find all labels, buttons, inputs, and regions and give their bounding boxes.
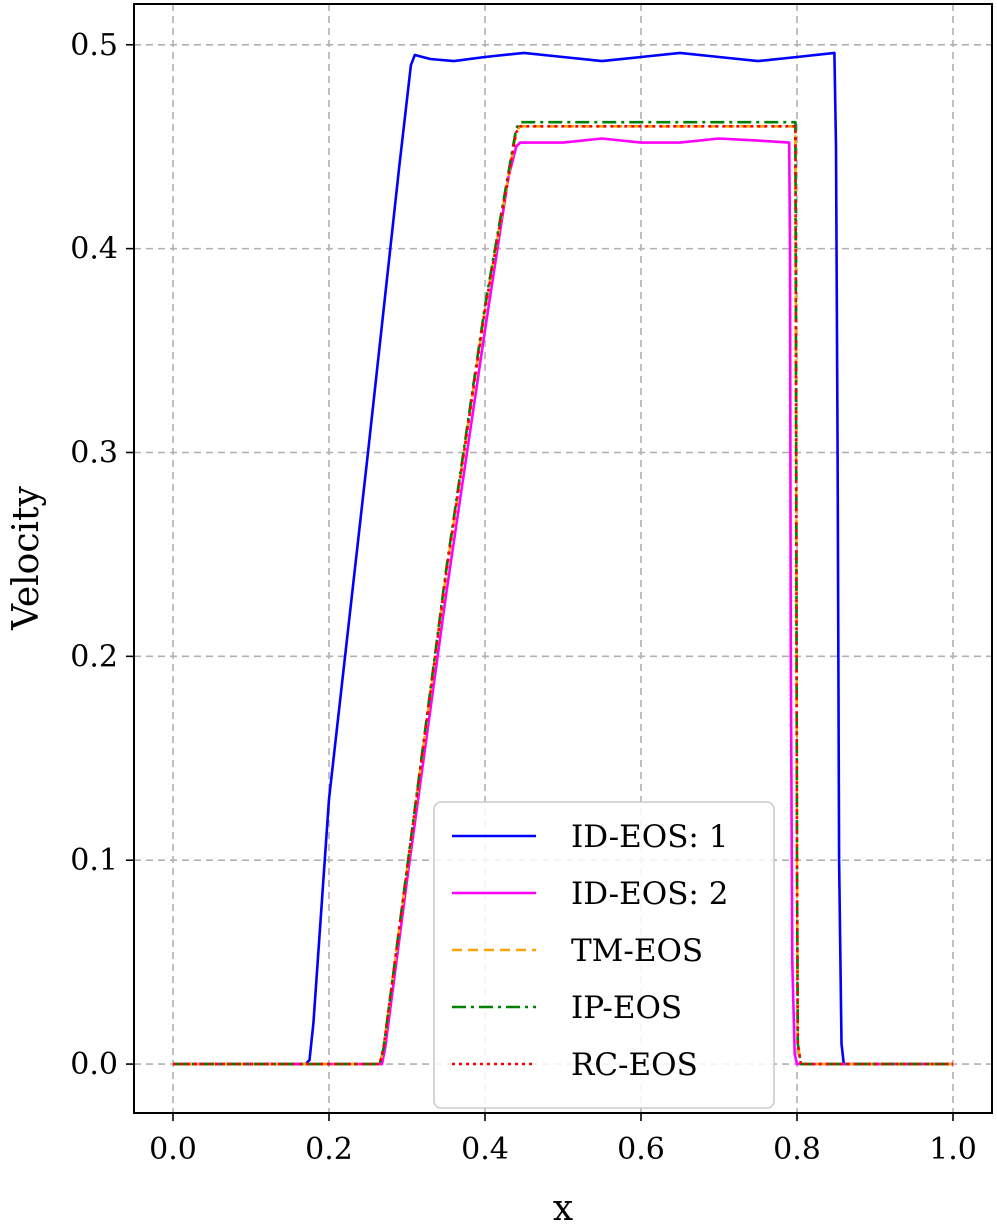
series-line-id-eos-1 — [173, 51, 953, 1066]
series-line-rc-eos — [173, 125, 953, 1066]
x-tick-label: 0.4 — [461, 1132, 509, 1167]
y-tick-label: 0.5 — [70, 28, 118, 63]
legend-label: ID-EOS: 1 — [571, 819, 728, 855]
y-tick-label: 0.4 — [70, 232, 118, 267]
legend-label: RC-EOS — [571, 1047, 698, 1083]
series-lines — [173, 51, 953, 1066]
x-tick-label: 1.0 — [929, 1132, 977, 1167]
x-tick-label: 0.8 — [773, 1132, 821, 1167]
legend-label: TM-EOS — [571, 933, 703, 969]
y-tick-label: 0.1 — [70, 843, 118, 878]
legend: ID-EOS: 1 ID-EOS: 2 TM-EOS IP-EOS RC-EOS — [433, 801, 775, 1109]
x-tick-label: 0.2 — [305, 1132, 353, 1167]
x-tick-label: 0.6 — [617, 1132, 665, 1167]
y-tick-label: 0.3 — [70, 435, 118, 470]
legend-label: IP-EOS — [571, 990, 682, 1026]
x-tick-label: 0.0 — [149, 1132, 197, 1167]
y-tick-label: 0.0 — [70, 1047, 118, 1082]
axis-ticks: 0.0 0.2 0.4 0.6 0.8 1.0 0.0 0.1 0.2 0.3 0.4 0.5 — [70, 28, 977, 1167]
series-line-id-eos-2 — [173, 137, 953, 1066]
legend-box — [433, 801, 775, 1109]
y-axis-label: Velocity — [6, 486, 47, 631]
y-tick-label: 0.2 — [70, 639, 118, 674]
legend-label: ID-EOS: 2 — [571, 876, 728, 912]
plot-frame — [133, 3, 993, 1114]
x-axis-label: x — [553, 1188, 573, 1225]
